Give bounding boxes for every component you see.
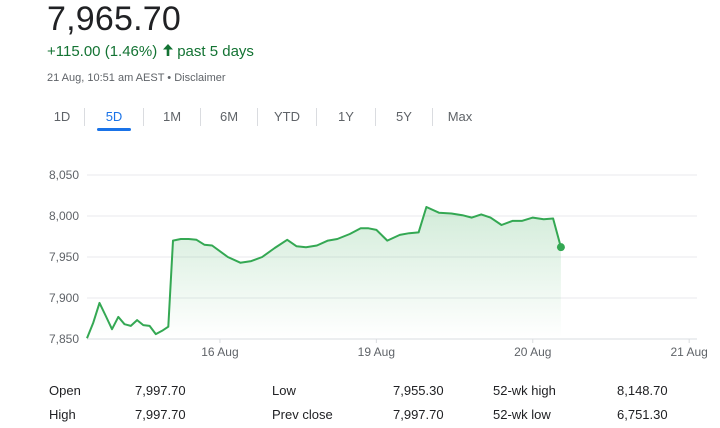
x-tick-label: 21 Aug	[670, 345, 707, 359]
low-label: Low	[272, 383, 296, 398]
low-value: 7,955.30	[393, 383, 444, 398]
meta-separator: •	[167, 72, 172, 84]
y-tick-label: 7,850	[49, 332, 79, 346]
tab-ytd[interactable]: YTD	[274, 109, 300, 124]
tab-divider	[257, 108, 258, 126]
tab-1y[interactable]: 1Y	[338, 109, 354, 124]
tab-5y[interactable]: 5Y	[396, 109, 412, 124]
current-price: 7,965.70	[47, 0, 181, 38]
stats-row: High 7,997.70 Prev close 7,997.70 52-wk …	[47, 404, 687, 428]
last-price-marker	[556, 243, 565, 252]
stats-table: Open 7,997.70 Low 7,955.30 52-wk high 8,…	[47, 380, 687, 428]
price-chart[interactable]: 7,850 7,900 7,950 8,000 8,050 16 Aug 19 Aug 20 …	[0, 160, 720, 365]
tab-5d[interactable]: 5D	[97, 104, 131, 131]
y-tick-label: 7,900	[49, 291, 79, 305]
prev-close-value: 7,997.70	[393, 407, 444, 422]
high-label: High	[49, 407, 76, 422]
tab-divider	[143, 108, 144, 126]
price-area	[87, 207, 561, 339]
tab-6m[interactable]: 6M	[219, 109, 239, 124]
high-value: 7,997.70	[135, 407, 186, 422]
prev-close-label: Prev close	[272, 407, 333, 422]
tab-divider	[84, 108, 85, 126]
arrow-up-icon	[163, 42, 174, 62]
quote-meta: 21 Aug, 10:51 am AEST • Disclaimer	[47, 71, 226, 85]
x-tick-label: 20 Aug	[514, 345, 551, 359]
disclaimer-link[interactable]: Disclaimer	[174, 72, 226, 84]
open-value: 7,997.70	[135, 383, 186, 398]
tab-1m[interactable]: 1M	[162, 109, 182, 124]
stats-row: Open 7,997.70 Low 7,955.30 52-wk high 8,…	[47, 380, 687, 404]
tab-divider	[375, 108, 376, 126]
tab-divider	[200, 108, 201, 126]
52wk-low-value: 6,751.30	[617, 407, 668, 422]
change-period: past 5 days	[177, 43, 254, 60]
y-tick-label: 8,000	[49, 209, 79, 223]
quote-timestamp: 21 Aug, 10:51 am AEST	[47, 72, 165, 84]
x-tick-label: 16 Aug	[201, 345, 238, 359]
price-line	[86, 206, 562, 339]
open-label: Open	[49, 383, 81, 398]
tab-divider	[432, 108, 433, 126]
price-change: +115.00 (1.46%)	[47, 43, 158, 60]
time-range-tabs: 1D 5D 1M 6M YTD 1Y 5Y Max	[40, 104, 487, 131]
52wk-high-label: 52-wk high	[493, 383, 556, 398]
52wk-low-label: 52-wk low	[493, 407, 551, 422]
y-tick-label: 8,050	[49, 168, 79, 182]
price-change-row: +115.00 (1.46%) past 5 days	[47, 42, 254, 62]
x-tick-label: 19 Aug	[358, 345, 395, 359]
tab-1d[interactable]: 1D	[53, 109, 71, 124]
tab-divider	[316, 108, 317, 126]
tab-max[interactable]: Max	[447, 109, 473, 124]
52wk-high-value: 8,148.70	[617, 383, 668, 398]
y-tick-label: 7,950	[49, 250, 79, 264]
